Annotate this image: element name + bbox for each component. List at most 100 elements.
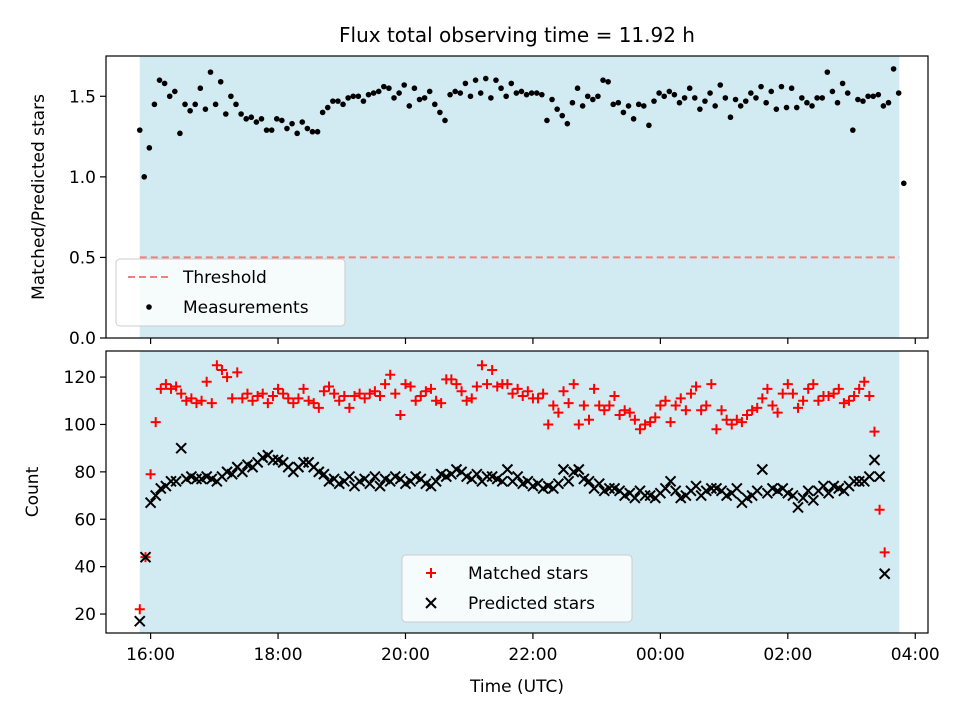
measurement-point — [748, 90, 754, 96]
measurement-point — [324, 104, 331, 111]
measurement-point — [610, 101, 617, 108]
measurement-point — [442, 117, 448, 124]
measurement-point — [870, 93, 876, 100]
matched-star-point — [838, 398, 849, 409]
y-tick-label: 1.0 — [69, 168, 96, 188]
x-axis-label: Time (UTC) — [469, 677, 564, 697]
matched-star-point — [634, 424, 645, 435]
matched-star-point — [390, 388, 401, 399]
measurement-point — [233, 101, 239, 108]
predicted-star-point — [236, 466, 249, 478]
matched-star-point — [563, 398, 574, 409]
matched-star-point — [211, 360, 222, 371]
measurement-point — [824, 69, 831, 75]
predicted-star-point — [144, 496, 157, 509]
measurement-point — [192, 101, 199, 108]
matched-star-point — [278, 388, 289, 399]
matched-legend-label: Matched stars — [468, 564, 588, 584]
measurement-point — [783, 104, 790, 111]
measurement-point — [890, 66, 897, 72]
matched-star-point — [303, 395, 314, 406]
matched-star-point — [650, 412, 661, 423]
measurement-point — [778, 83, 785, 90]
y-tick-label: 0.0 — [69, 329, 96, 349]
matched-star-point — [675, 393, 686, 404]
matched-star-point — [425, 383, 436, 394]
measurement-point — [697, 106, 703, 112]
measurement-point — [258, 116, 265, 122]
ratio-panel: 0.0 0.5 1.0 1.5 Matched/Predicted stars Thr… — [29, 55, 929, 349]
matched-star-point — [777, 388, 788, 399]
measurements-legend-label: Measurements — [183, 298, 309, 318]
measurement-point — [477, 90, 484, 96]
matched-star-point — [405, 381, 416, 392]
matched-star-point — [813, 395, 824, 406]
matched-star-point — [313, 402, 324, 413]
matched-star-point — [293, 393, 304, 404]
y-tick-label: 0.5 — [69, 248, 96, 268]
predicted-star-point — [792, 501, 804, 514]
matched-star-point — [874, 504, 885, 515]
matched-star-point — [843, 395, 854, 406]
measurement-point — [437, 109, 443, 116]
count-legend-box — [401, 554, 633, 623]
matched-star-point — [793, 402, 804, 413]
matched-star-point — [171, 381, 182, 392]
predicted-star-point — [496, 475, 509, 488]
matched-star-point — [257, 388, 268, 399]
matched-star-point — [849, 391, 860, 402]
matched-star-point — [242, 388, 253, 399]
matched-star-point — [329, 388, 340, 399]
matched-star-point — [145, 469, 156, 480]
measurement-point — [707, 90, 713, 96]
measurement-point — [508, 80, 515, 87]
measurement-point — [340, 101, 346, 108]
matched-star-point — [624, 407, 635, 418]
measurement-point — [161, 80, 168, 87]
x-tick-label: 18:00 — [254, 645, 303, 665]
matched-star-point — [823, 391, 834, 402]
measurement-point — [533, 90, 540, 96]
measurement-point — [253, 119, 260, 125]
predicted-legend-label: Predicted stars — [468, 594, 595, 614]
matched-star-point — [869, 426, 880, 437]
measurement-point — [268, 127, 275, 133]
y-tick-label: 120 — [64, 368, 96, 388]
predicted-star-point — [511, 470, 524, 483]
matched-star-point — [461, 395, 472, 406]
measurement-point — [666, 88, 673, 95]
measurement-point — [656, 90, 662, 96]
x-tick-label: 16:00 — [126, 645, 175, 665]
matched-star-point — [711, 424, 722, 435]
predicted-star-point — [369, 470, 381, 483]
measurement-point — [855, 96, 861, 103]
matched-star-point — [415, 391, 426, 402]
matched-star-point — [803, 383, 814, 394]
measurement-point — [574, 85, 581, 92]
measurement-point — [620, 109, 627, 116]
measurement-point — [737, 103, 744, 109]
predicted-star-point — [501, 463, 514, 476]
measurement-point — [630, 116, 637, 122]
matched-star-point — [507, 388, 518, 399]
measurement-point — [319, 109, 326, 116]
matched-star-point — [369, 386, 380, 397]
predicted-star-point — [481, 470, 493, 483]
matched-star-point — [522, 386, 533, 397]
measurement-point — [151, 101, 158, 108]
measurement-point — [799, 95, 805, 101]
ratio-panel-frame — [105, 55, 929, 339]
measurement-point — [146, 145, 153, 151]
predicted-star-point — [471, 468, 483, 480]
matched-star-point — [431, 395, 442, 406]
measurement-point — [212, 101, 219, 108]
y-tick-label: 20 — [74, 605, 96, 625]
matched-star-point — [476, 360, 487, 371]
matched-star-point — [196, 395, 207, 406]
matched-star-point — [410, 395, 421, 406]
matched-star-point — [742, 409, 753, 420]
matched-star-point — [594, 400, 605, 411]
measurement-point — [309, 128, 316, 135]
predicted-star-point — [165, 475, 177, 488]
measurement-point — [411, 85, 418, 92]
